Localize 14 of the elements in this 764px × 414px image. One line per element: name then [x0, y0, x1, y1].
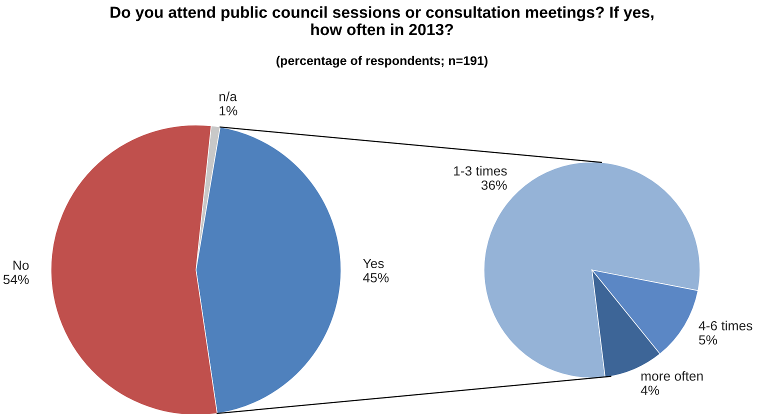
data-label: 1%: [220, 106, 238, 116]
data-label: 4%: [640, 386, 660, 395]
data-label: 54%: [3, 274, 29, 284]
chart-title: Do you attend public council sessions or consultation meetings? If yes, how often in 2013?: [110, 6, 654, 36]
data-label: 45%: [363, 273, 389, 282]
slice-label: 4-6 times: [698, 320, 752, 330]
slice-label: 1-3 times: [454, 166, 507, 176]
data-label: 36%: [481, 180, 507, 190]
slice-label: more often: [641, 371, 703, 381]
chart-subtitle: (percentage of respondents; n=191): [276, 56, 488, 68]
slice-label: No: [14, 260, 29, 270]
slice-label: Yes: [363, 258, 384, 268]
data-label: 5%: [698, 335, 718, 345]
slice-label: n/a: [220, 92, 237, 102]
